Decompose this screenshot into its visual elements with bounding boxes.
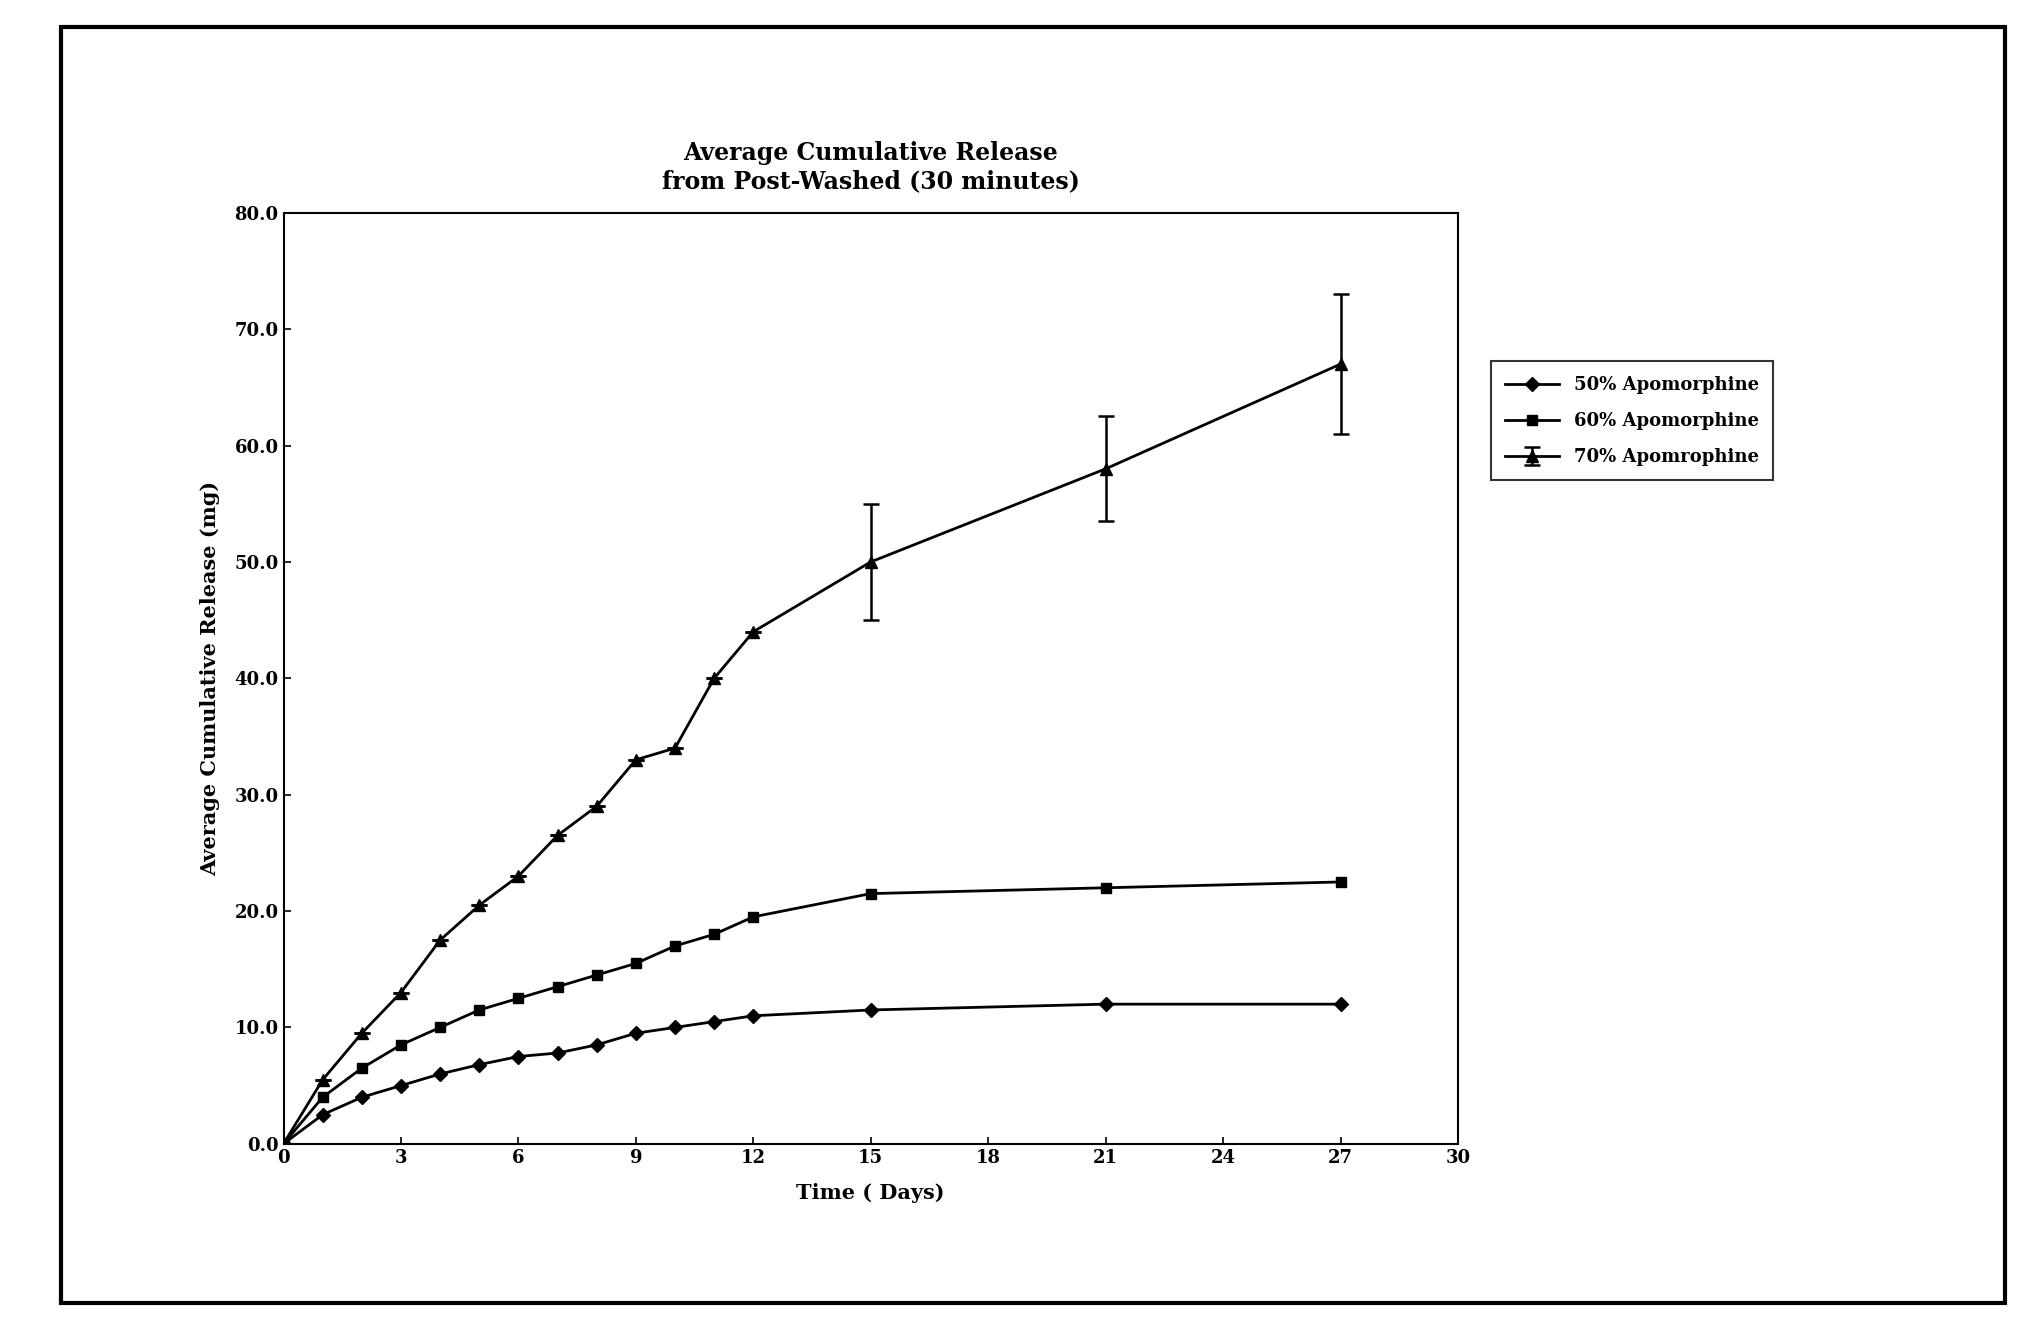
Line: 60% Apomorphine: 60% Apomorphine <box>279 876 1345 1149</box>
60% Apomorphine <box>506 991 531 1007</box>
60% Apomorphine <box>310 1089 334 1105</box>
60% Apomorphine <box>624 955 648 971</box>
50% Apomorphine <box>662 1019 686 1035</box>
50% Apomorphine <box>350 1089 375 1105</box>
Line: 50% Apomorphine: 50% Apomorphine <box>279 999 1345 1149</box>
Y-axis label: Average Cumulative Release (mg): Average Cumulative Release (mg) <box>200 480 221 876</box>
60% Apomorphine <box>350 1060 375 1076</box>
50% Apomorphine <box>859 1001 883 1017</box>
50% Apomorphine <box>624 1025 648 1041</box>
60% Apomorphine <box>662 938 686 954</box>
50% Apomorphine <box>703 1013 727 1029</box>
60% Apomorphine <box>1094 880 1118 896</box>
50% Apomorphine <box>468 1056 492 1072</box>
50% Apomorphine <box>741 1008 765 1024</box>
X-axis label: Time ( Days): Time ( Days) <box>796 1184 946 1204</box>
50% Apomorphine <box>427 1067 452 1083</box>
Legend: 50% Apomorphine, 60% Apomorphine, 70% Apomrophine: 50% Apomorphine, 60% Apomorphine, 70% Ap… <box>1490 362 1774 480</box>
50% Apomorphine <box>585 1037 610 1053</box>
60% Apomorphine <box>741 908 765 924</box>
50% Apomorphine <box>271 1136 296 1152</box>
50% Apomorphine <box>310 1107 334 1123</box>
60% Apomorphine <box>859 886 883 902</box>
60% Apomorphine <box>427 1019 452 1035</box>
60% Apomorphine <box>468 1001 492 1017</box>
50% Apomorphine <box>1094 996 1118 1012</box>
50% Apomorphine <box>1328 996 1353 1012</box>
Title: Average Cumulative Release
from Post-Washed (30 minutes): Average Cumulative Release from Post-Was… <box>662 141 1079 193</box>
50% Apomorphine <box>506 1048 531 1064</box>
60% Apomorphine <box>1328 874 1353 890</box>
60% Apomorphine <box>545 979 569 995</box>
50% Apomorphine <box>389 1077 413 1093</box>
60% Apomorphine <box>271 1136 296 1152</box>
60% Apomorphine <box>389 1037 413 1053</box>
60% Apomorphine <box>585 967 610 983</box>
50% Apomorphine <box>545 1045 569 1061</box>
60% Apomorphine <box>703 926 727 942</box>
